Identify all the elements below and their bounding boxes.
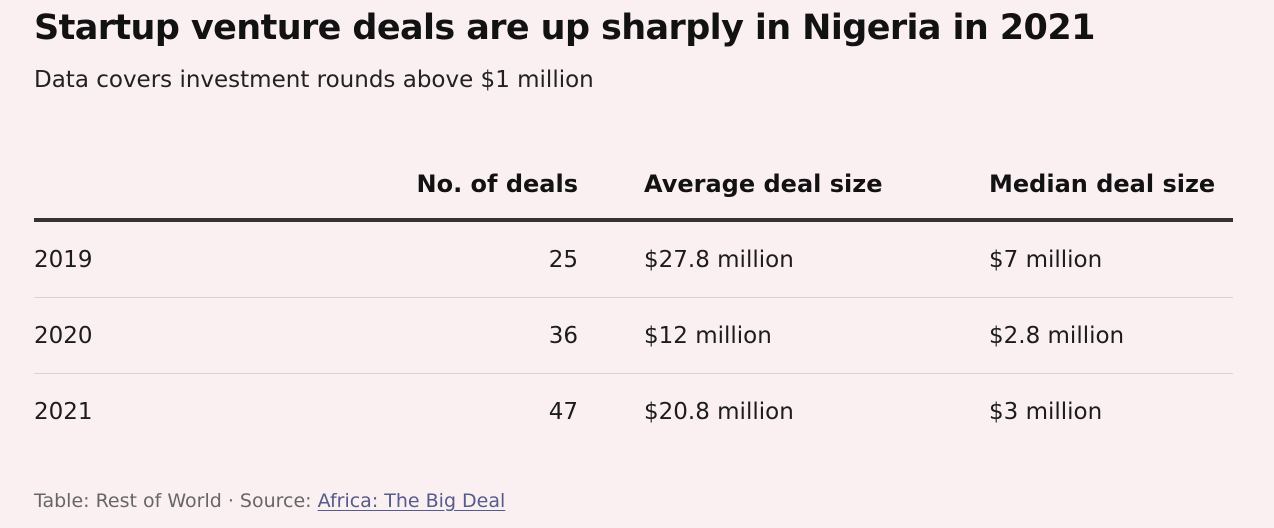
cell-year: 2021 [34, 399, 93, 425]
header-average-deal-size: Average deal size [644, 170, 883, 198]
header-no-of-deals: No. of deals [416, 170, 579, 198]
cell-average: $20.8 million [644, 399, 794, 425]
cell-deals: 36 [548, 323, 578, 349]
source-footer: Table: Rest of World · Source: Africa: T… [34, 490, 505, 512]
source-link[interactable]: Africa: The Big Deal [317, 490, 506, 512]
chart-subtitle: Data covers investment rounds above $1 m… [34, 67, 594, 93]
chart-title: Startup venture deals are up sharply in … [34, 8, 1095, 48]
cell-median: $2.8 million [989, 323, 1125, 349]
cell-deals: 25 [548, 247, 578, 273]
cell-average: $12 million [644, 323, 772, 349]
cell-median: $3 million [989, 399, 1103, 425]
table-header: No. of deals Average deal size Median de… [34, 160, 1233, 222]
cell-average: $27.8 million [644, 247, 794, 273]
footer-credit: Table: Rest of World · Source: [34, 490, 318, 512]
cell-deals: 47 [548, 399, 578, 425]
table-row: 2019 25 $27.8 million $7 million [34, 222, 1233, 298]
cell-year: 2020 [34, 323, 93, 349]
cell-year: 2019 [34, 247, 93, 273]
deals-table: No. of deals Average deal size Median de… [34, 160, 1233, 449]
table-row: 2021 47 $20.8 million $3 million [34, 374, 1233, 449]
table-row: 2020 36 $12 million $2.8 million [34, 298, 1233, 374]
cell-median: $7 million [989, 247, 1103, 273]
header-median-deal-size: Median deal size [989, 170, 1216, 198]
